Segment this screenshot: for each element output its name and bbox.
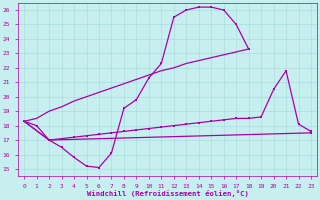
X-axis label: Windchill (Refroidissement éolien,°C): Windchill (Refroidissement éolien,°C) [87, 190, 249, 197]
